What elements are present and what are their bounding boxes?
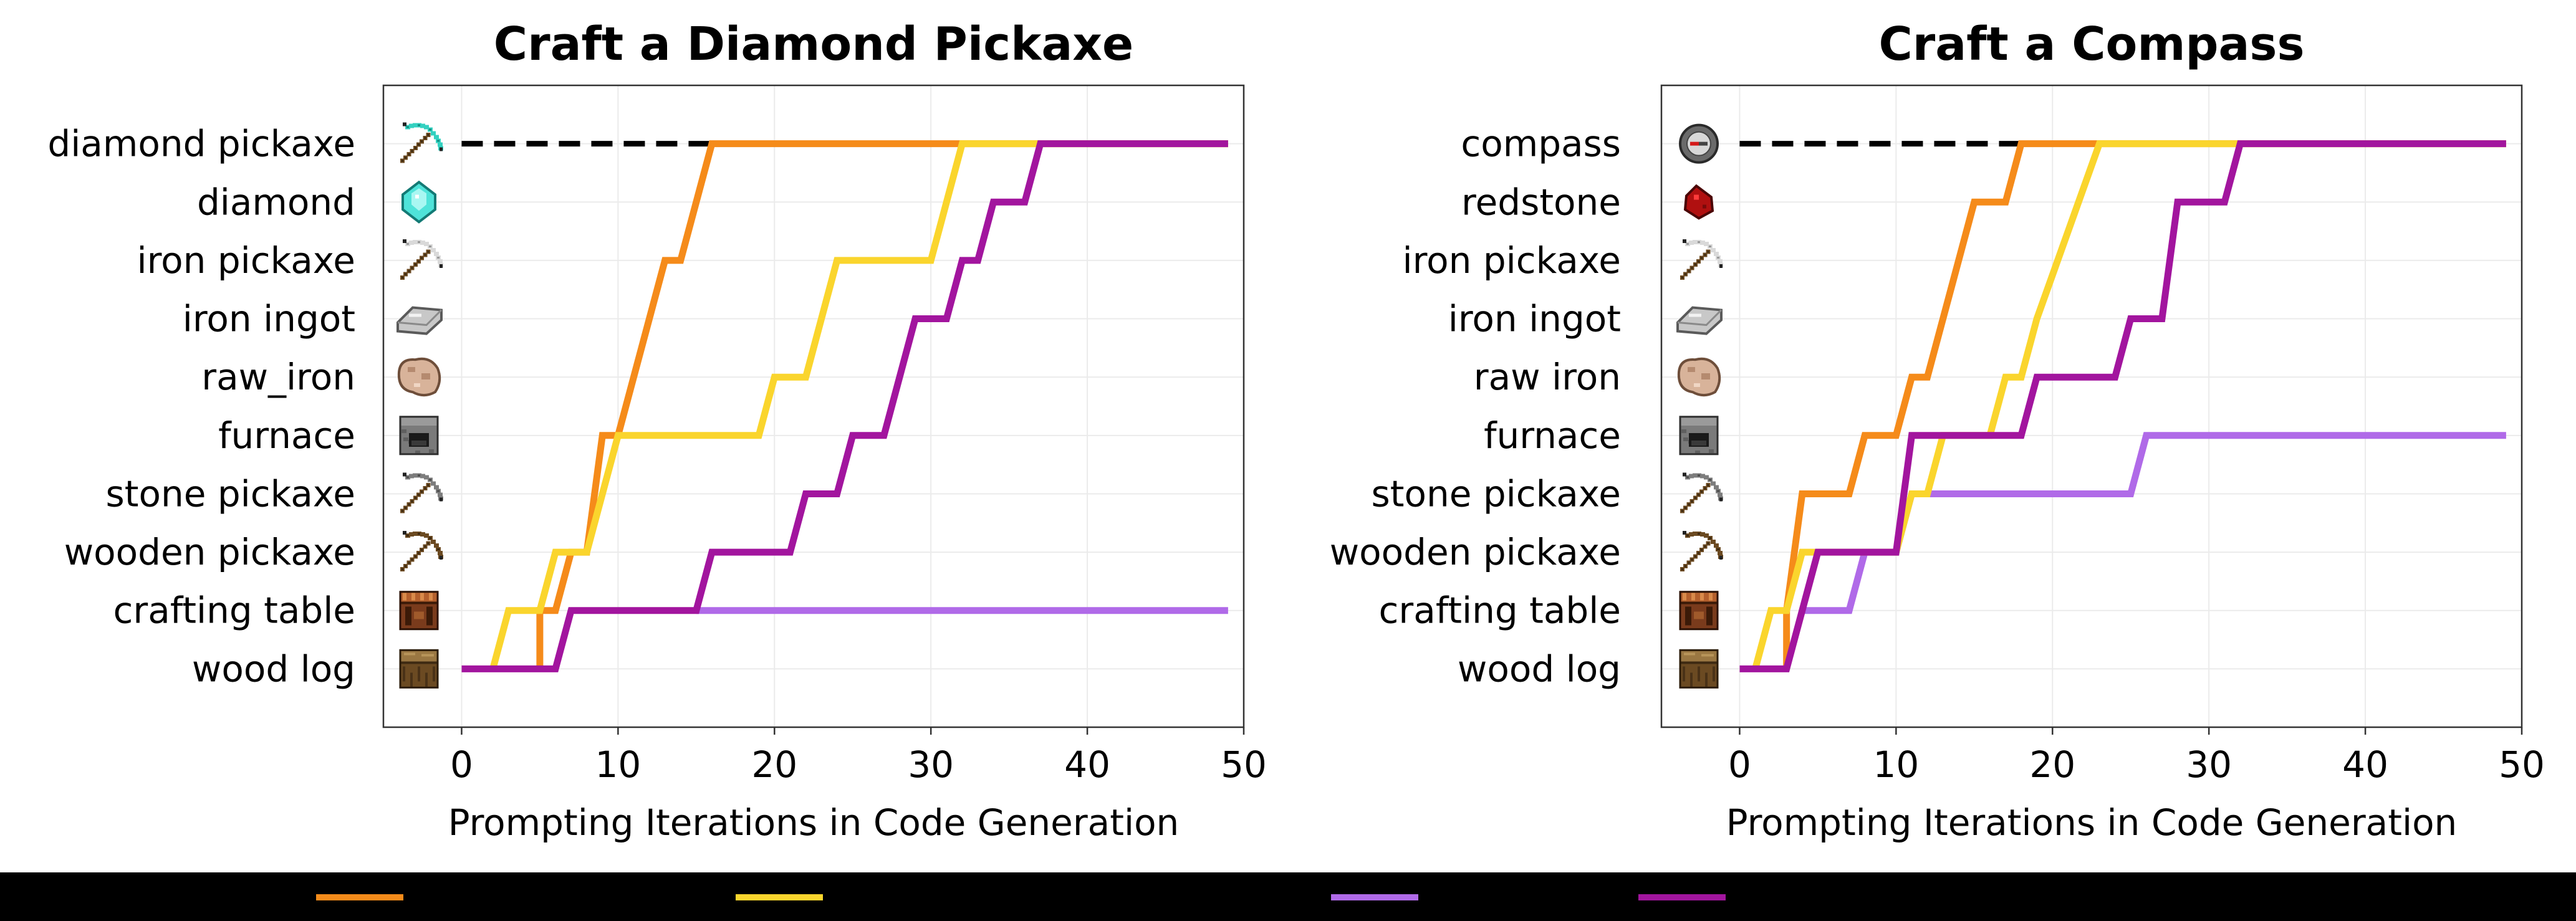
chart-panel-1: Craft a Diamond Pickaxe 0 10 20 30 40 50 Prompt… bbox=[47, 17, 1267, 844]
x-axis-label: Prompting Iterations in Code Generation bbox=[1726, 801, 2458, 844]
raw-iron-icon bbox=[397, 357, 441, 397]
wooden-pickaxe-icon bbox=[400, 531, 443, 572]
compass-icon bbox=[1679, 123, 1719, 164]
legend-swatch-2 bbox=[736, 894, 823, 900]
furnace-icon bbox=[1679, 416, 1719, 456]
wooden-pickaxe-icon bbox=[1680, 531, 1723, 572]
diamond-icon bbox=[401, 180, 436, 224]
crafting-table-icon bbox=[1679, 591, 1719, 631]
x-tick-label: 10 bbox=[595, 743, 641, 786]
grid bbox=[1661, 85, 2522, 727]
chart-panel-2: Craft a Compass 0 10 20 30 40 50 Prompting Iter… bbox=[1330, 17, 2545, 844]
chart-title: Craft a Diamond Pickaxe bbox=[494, 17, 1133, 71]
x-tick-label: 50 bbox=[1221, 743, 1267, 786]
y-tick-label: diamond bbox=[197, 181, 355, 223]
series-line-4 bbox=[1739, 140, 2506, 672]
x-tick-label: 0 bbox=[450, 743, 473, 786]
legend-swatch-1 bbox=[316, 894, 403, 900]
y-tick-label: iron pickaxe bbox=[1402, 239, 1621, 282]
wood-log-icon bbox=[399, 649, 439, 689]
y-tick-label: raw iron bbox=[1474, 356, 1621, 398]
x-tick-label: 50 bbox=[2499, 743, 2545, 786]
series-line-1 bbox=[1783, 140, 2506, 669]
iron-ingot-icon bbox=[1676, 306, 1723, 335]
iron-pickaxe-icon bbox=[1680, 239, 1723, 280]
y-tick-label: compass bbox=[1461, 123, 1621, 165]
redstone-icon bbox=[1683, 184, 1714, 220]
y-tick-label: iron ingot bbox=[1448, 298, 1621, 340]
y-tick-label: diamond pickaxe bbox=[47, 123, 355, 165]
iron-ingot-icon bbox=[396, 306, 443, 335]
series-line-4 bbox=[461, 140, 1228, 672]
x-tick-label: 40 bbox=[2342, 743, 2388, 786]
y-tick-label: crafting table bbox=[1379, 589, 1621, 632]
y-tick-label: stone pickaxe bbox=[106, 472, 355, 515]
crafting-table-icon bbox=[399, 591, 439, 631]
series-line-2 bbox=[1752, 140, 2506, 670]
y-tick-label: iron pickaxe bbox=[137, 239, 355, 282]
x-tick-label: 30 bbox=[908, 743, 954, 786]
y-tick-label: furnace bbox=[1484, 414, 1621, 457]
x-tick-label: 30 bbox=[2186, 743, 2232, 786]
legend-swatch-3 bbox=[1331, 894, 1418, 900]
x-tick-label: 0 bbox=[1728, 743, 1751, 786]
y-tick-label: wooden pickaxe bbox=[1330, 531, 1621, 573]
chart-title: Craft a Compass bbox=[1878, 17, 2304, 71]
legend-bar bbox=[0, 872, 2576, 921]
x-tick-label: 20 bbox=[2029, 743, 2075, 786]
stone-pickaxe-icon bbox=[1680, 472, 1723, 513]
wood-log-icon bbox=[1679, 649, 1719, 689]
y-tick-label: furnace bbox=[218, 414, 355, 457]
furnace-icon bbox=[399, 416, 439, 456]
x-tick-label: 40 bbox=[1064, 743, 1110, 786]
y-tick-label: wood log bbox=[1458, 647, 1621, 690]
x-tick-label: 10 bbox=[1873, 743, 1919, 786]
y-tick-label: crafting table bbox=[113, 589, 355, 632]
y-tick-label: wood log bbox=[192, 647, 355, 690]
x-axis-label: Prompting Iterations in Code Generation bbox=[448, 801, 1180, 844]
series-line-2 bbox=[489, 140, 1228, 670]
axes-frame bbox=[382, 84, 1245, 728]
legend-swatch-4 bbox=[1638, 894, 1726, 900]
axes-frame bbox=[1660, 84, 2523, 728]
y-tick-label: iron ingot bbox=[183, 298, 355, 340]
stone-pickaxe-icon bbox=[400, 472, 443, 513]
y-tick-label: redstone bbox=[1461, 181, 1621, 223]
x-tick-label: 20 bbox=[751, 743, 797, 786]
raw-iron-icon bbox=[1677, 357, 1721, 397]
series-line-1 bbox=[536, 140, 1228, 669]
y-tick-label: raw_iron bbox=[201, 356, 355, 398]
iron-pickaxe-icon bbox=[400, 239, 443, 280]
y-tick-label: stone pickaxe bbox=[1372, 472, 1621, 515]
y-tick-label: wooden pickaxe bbox=[64, 531, 355, 573]
grid bbox=[383, 85, 1244, 727]
diamond-pickaxe-icon bbox=[400, 122, 443, 163]
chart-area: Craft a Diamond Pickaxe 0 10 20 30 40 50 Prompt… bbox=[47, 17, 2545, 844]
